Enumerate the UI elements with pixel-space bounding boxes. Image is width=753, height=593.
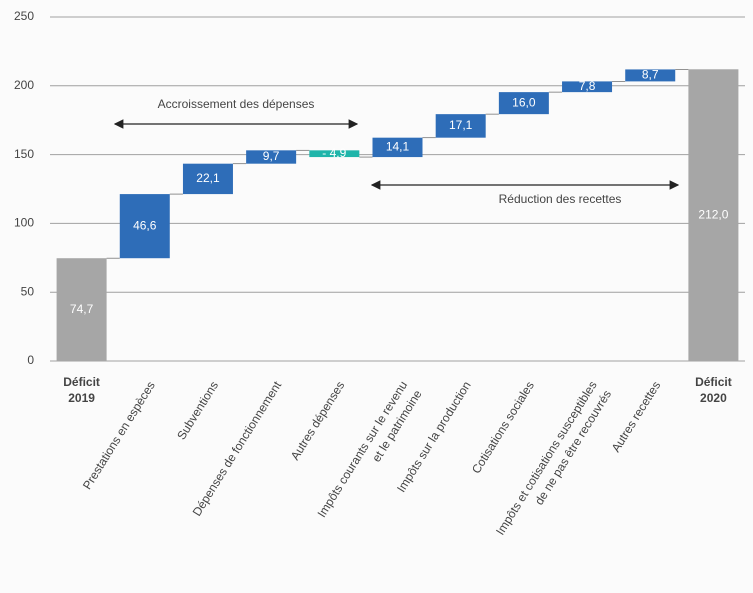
x-tick-line: Impôts et cotisations susceptibles — [493, 379, 600, 538]
x-tick-line: Déficit — [695, 375, 732, 389]
value-label: - 4,9 — [322, 146, 346, 160]
x-tick-line: Cotisations sociales — [469, 379, 537, 476]
value-label: 46,6 — [133, 218, 157, 232]
y-tick-label: 200 — [14, 78, 34, 92]
value-label: 22,1 — [196, 171, 220, 185]
x-tick-label: Autres dépenses — [288, 379, 348, 463]
annotation: Réduction des recettes — [499, 192, 622, 206]
x-tick-label: Déficit 2019 — [63, 375, 100, 405]
bar — [435, 114, 486, 138]
y-tick-label: 0 — [27, 353, 34, 367]
bar — [372, 137, 423, 158]
annotation: Accroissement des dépenses — [158, 97, 315, 111]
value-label: 212,0 — [698, 207, 728, 221]
bar — [309, 150, 360, 158]
x-tick-label: Autres recettes — [609, 379, 664, 455]
bar — [688, 69, 739, 362]
x-tick-line: Autres recettes — [609, 379, 664, 455]
bar — [56, 258, 107, 361]
y-tick-label: 100 — [14, 216, 34, 230]
x-tick-label: Subventions — [174, 379, 221, 442]
value-label: 7,8 — [579, 79, 596, 93]
x-tick-label: Impôts sur la production — [394, 379, 474, 495]
x-tick-label: Déficit 2020 — [695, 375, 732, 405]
bar — [182, 163, 233, 195]
bar — [625, 69, 676, 82]
bar — [498, 92, 549, 115]
bar — [119, 194, 170, 259]
y-tick-label: 50 — [21, 284, 35, 298]
y-tick-label: 150 — [14, 147, 34, 161]
value-label: 8,7 — [642, 68, 659, 82]
bar — [562, 81, 613, 93]
x-tick-line: Subventions — [174, 379, 221, 442]
y-tick-label: 250 — [14, 9, 34, 23]
x-tick-label: Cotisations sociales — [469, 379, 537, 476]
value-label: 9,7 — [263, 149, 280, 163]
value-label: 14,1 — [386, 140, 410, 154]
x-tick-line: Autres dépenses — [288, 379, 348, 463]
value-label: 17,1 — [449, 118, 473, 132]
value-label: 16,0 — [512, 95, 536, 109]
value-label: 74,7 — [70, 302, 94, 316]
x-tick-line: 2019 — [68, 391, 95, 405]
x-tick-line: 2020 — [700, 391, 727, 405]
bar — [246, 150, 297, 164]
x-tick-line: Déficit — [63, 375, 100, 389]
x-tick-line: Impôts sur la production — [394, 379, 474, 495]
